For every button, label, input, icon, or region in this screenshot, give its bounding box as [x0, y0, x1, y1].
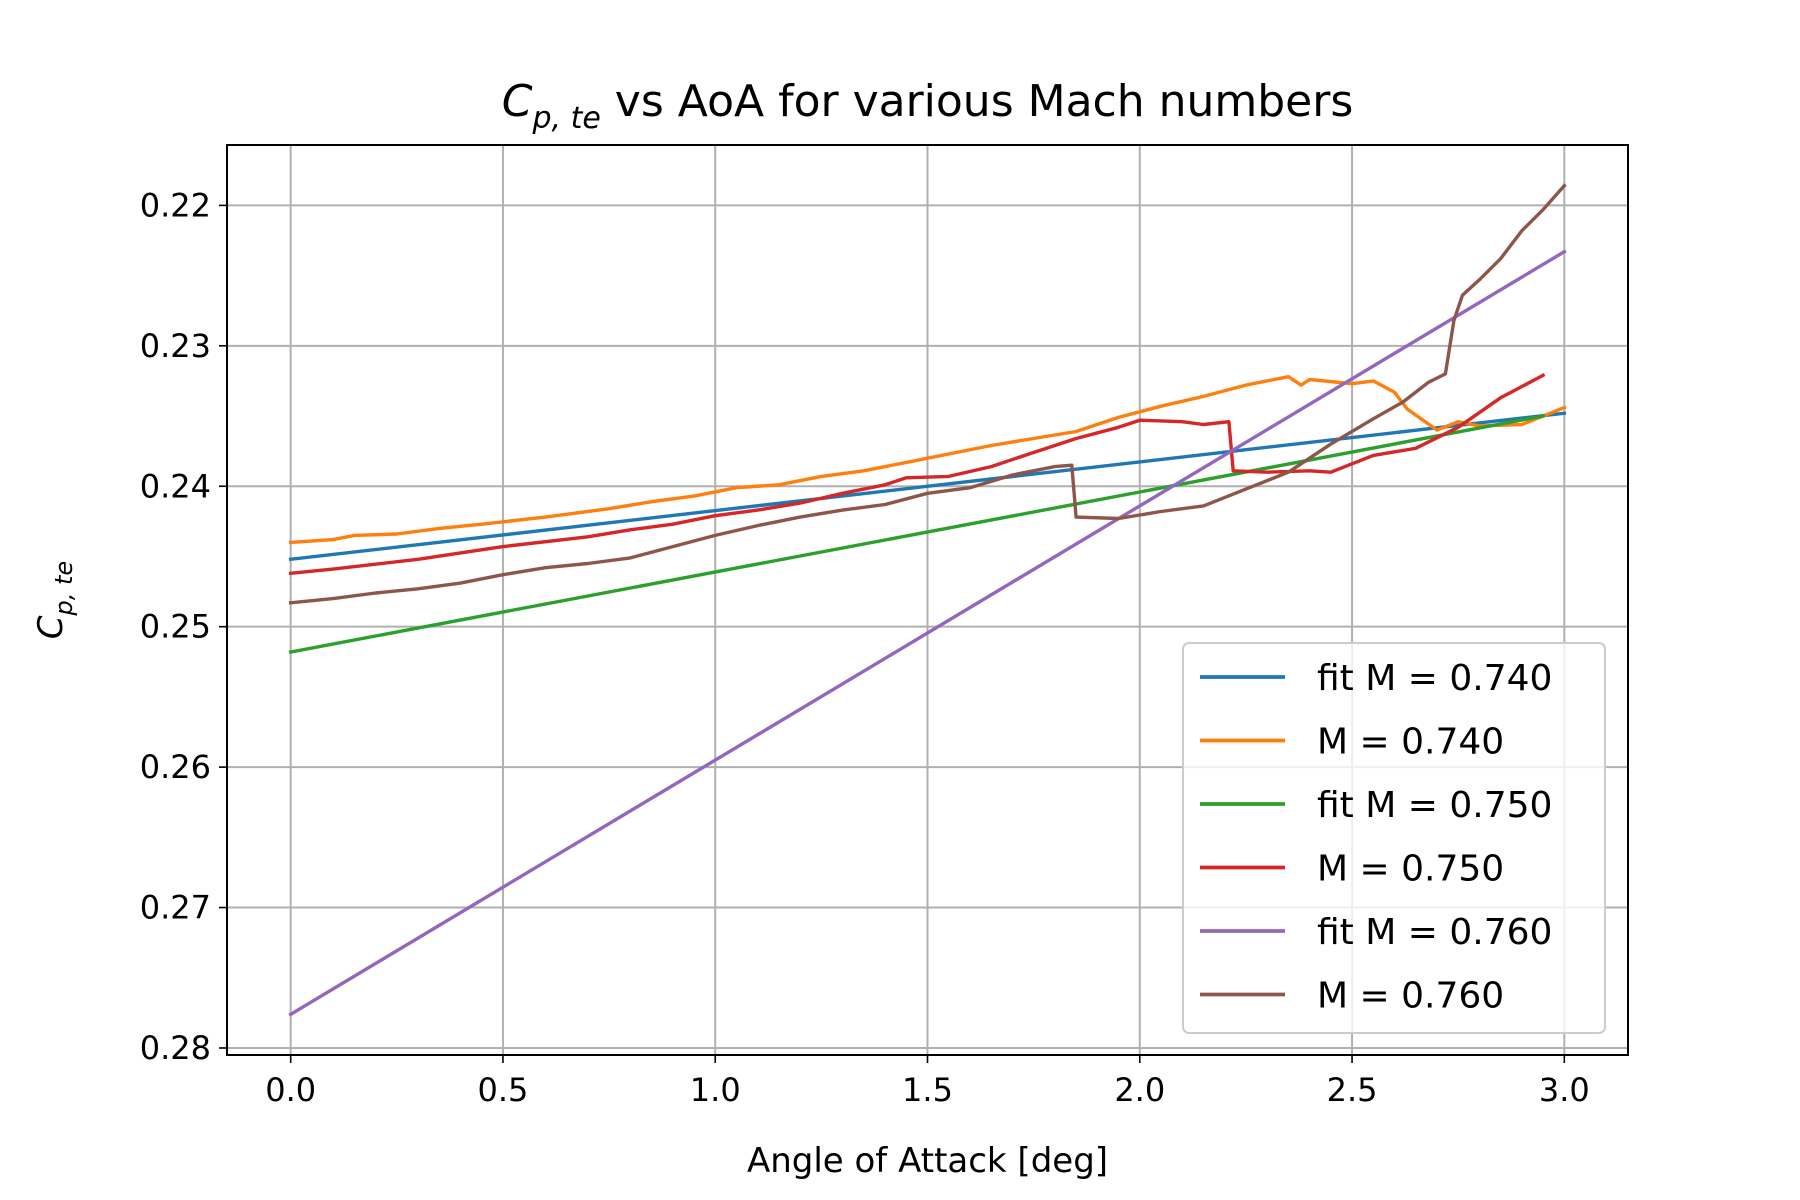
x-tick-label: 0.0	[265, 1071, 316, 1109]
x-axis-label: Angle of Attack [deg]	[747, 1141, 1108, 1181]
x-tick-label: 1.0	[690, 1071, 741, 1109]
y-tick-label: 0.27	[140, 889, 211, 927]
x-tick-label: 3.0	[1539, 1071, 1590, 1109]
y-tick-label: 0.26	[140, 748, 211, 786]
series-line	[288, 411, 1567, 562]
legend-entry-label: M = 0.750	[1317, 849, 1504, 890]
y-tick-label: 0.23	[140, 327, 211, 365]
y-axis-label: Cp, te	[31, 561, 78, 639]
chart-title-subscript: p, te	[531, 101, 600, 136]
series-line	[288, 373, 1546, 576]
y-tick-label: 0.25	[140, 608, 211, 646]
chart-title-symbol: C	[502, 76, 533, 127]
legend-entry-label: M = 0.740	[1317, 722, 1504, 763]
series-lines	[288, 183, 1567, 1017]
series-line	[288, 414, 1546, 654]
x-tick-label: 2.5	[1327, 1071, 1378, 1109]
y-tick-label: 0.22	[140, 186, 211, 224]
x-tick-label: 2.0	[1114, 1071, 1165, 1109]
legend: fit M = 0.740 M = 0.740 fit M = 0.750 M = 0…	[1182, 642, 1606, 1034]
chart-title: Cp, te vs AoA for various Mach numbers	[502, 76, 1354, 136]
legend-entry-label: fit M = 0.760	[1317, 912, 1552, 953]
y-tick-label: 0.28	[140, 1029, 211, 1067]
legend-entry-label: fit M = 0.750	[1317, 785, 1552, 826]
series-line	[288, 375, 1567, 545]
legend-entry-label: M = 0.760	[1317, 976, 1504, 1017]
y-axis-label-symbol: C	[31, 615, 71, 639]
axis-ticks: 0.0 0.5 1.0 1.5 2.0 2.5 3.0 0.22 0.23 0.24 0.25 0.2…	[140, 186, 1590, 1109]
series-line	[288, 183, 1567, 605]
y-tick-label: 0.24	[140, 467, 211, 505]
x-tick-label: 0.5	[478, 1071, 529, 1109]
series-line	[288, 249, 1567, 1017]
x-tick-label: 1.5	[902, 1071, 953, 1109]
y-axis-label-subscript: p, te	[50, 561, 78, 617]
legend-entry-label: fit M = 0.740	[1317, 658, 1552, 699]
chart-title-text: vs AoA for various Mach numbers	[601, 76, 1353, 127]
legend-box	[1182, 642, 1606, 1034]
